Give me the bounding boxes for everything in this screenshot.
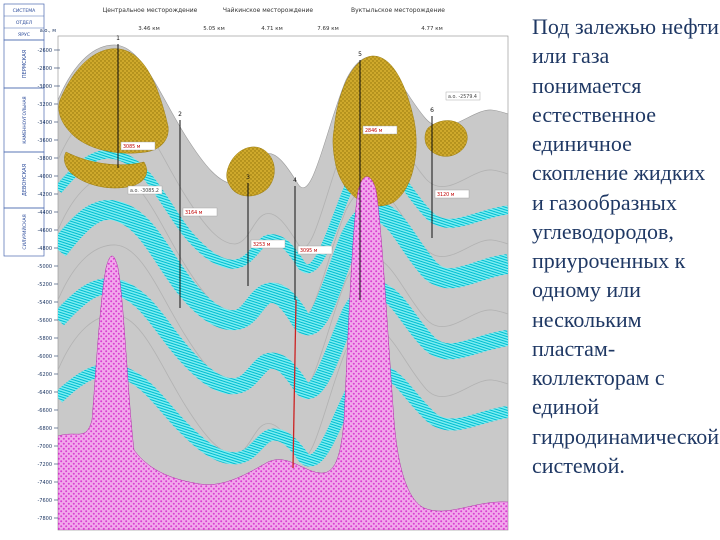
depth-scale: -2600 -2800 -3000 -3200 -3400 -3600 -3800 -4000…	[37, 48, 60, 522]
svg-text:4: 4	[293, 177, 297, 184]
svg-text:-7200: -7200	[37, 462, 52, 468]
svg-text:а.о. -2579.4: а.о. -2579.4	[448, 94, 477, 100]
svg-text:-4800: -4800	[37, 246, 52, 252]
svg-text:5: 5	[358, 51, 362, 58]
svg-text:3095 м: 3095 м	[300, 248, 318, 254]
strat-unit-label: ПЕРМСКАЯ	[22, 50, 28, 78]
svg-text:-6200: -6200	[37, 372, 52, 378]
strat-unit-label: ДЕВОНСКАЯ	[22, 164, 28, 196]
svg-text:4.77 км: 4.77 км	[421, 26, 442, 32]
svg-text:3.46 км: 3.46 км	[138, 26, 159, 32]
svg-text:3253 м: 3253 м	[253, 242, 271, 248]
svg-text:-3400: -3400	[37, 120, 52, 126]
svg-text:-4200: -4200	[37, 192, 52, 198]
well-marker-labels: 3085 м 3164 м 3253 м 3095 м 2846 м 3120 м а.о.…	[120, 91, 481, 255]
svg-text:-5000: -5000	[37, 264, 52, 270]
svg-text:-7800: -7800	[37, 516, 52, 522]
svg-text:-5800: -5800	[37, 336, 52, 342]
elevation-unit-label: а.о., м	[40, 28, 56, 34]
svg-text:3085 м: 3085 м	[123, 144, 141, 150]
svg-text:Центральное месторождение: Центральное месторождение	[103, 7, 198, 14]
svg-text:-5600: -5600	[37, 318, 52, 324]
svg-text:Чайкинское месторождение: Чайкинское месторождение	[223, 7, 314, 14]
stratigraphic-column: СИСТЕМА ОТДЕЛ ЯРУС ПЕРМСКАЯ КАМЕННОУГОЛЬ…	[3, 3, 45, 257]
svg-text:-4600: -4600	[37, 228, 52, 234]
svg-text:-7000: -7000	[37, 444, 52, 450]
svg-text:-6000: -6000	[37, 354, 52, 360]
svg-text:-3000: -3000	[37, 84, 52, 90]
svg-text:3120 м: 3120 м	[437, 192, 455, 198]
svg-text:5.05 км: 5.05 км	[203, 26, 224, 32]
magenta-salt-layer	[58, 176, 508, 530]
svg-text:-3200: -3200	[37, 102, 52, 108]
svg-text:3: 3	[246, 174, 250, 181]
field-and-distance-labels: Центральное месторождение Чайкинское мест…	[103, 7, 446, 32]
svg-text:-2800: -2800	[37, 66, 52, 72]
svg-text:-2600: -2600	[37, 48, 52, 54]
cyan-aquifer-bands	[58, 149, 508, 467]
svg-text:-7400: -7400	[37, 480, 52, 486]
geological-cross-section: СИСТЕМА ОТДЕЛ ЯРУС ПЕРМСКАЯ КАМЕННОУГОЛЬ…	[3, 3, 509, 531]
strat-unit-label: КАМЕННОУГОЛЬНАЯ	[22, 96, 28, 143]
svg-text:-5200: -5200	[37, 282, 52, 288]
svg-text:6: 6	[430, 107, 434, 114]
svg-text:2846 м: 2846 м	[365, 128, 383, 134]
definition-text: Под залежью нефти или газа понимается ес…	[532, 14, 720, 478]
strat-header-row: СИСТЕМА	[13, 8, 37, 14]
text-panel: Под залежью нефти или газа понимается ес…	[522, 0, 720, 540]
strat-unit-label: СИЛУРИЙСКАЯ	[21, 214, 28, 249]
svg-text:-6800: -6800	[37, 426, 52, 432]
svg-text:-7600: -7600	[37, 498, 52, 504]
strat-header-row: ОТДЕЛ	[16, 20, 32, 26]
svg-text:-5400: -5400	[37, 300, 52, 306]
svg-text:3164 м: 3164 м	[185, 210, 203, 216]
svg-text:а.о. -3085.2: а.о. -3085.2	[130, 188, 159, 194]
svg-text:-4400: -4400	[37, 210, 52, 216]
svg-text:-6400: -6400	[37, 390, 52, 396]
well-trajectories: 1 2 3 4 5 6	[116, 35, 434, 308]
svg-text:-6600: -6600	[37, 408, 52, 414]
svg-text:Вуктыльское месторождение: Вуктыльское месторождение	[351, 7, 445, 14]
gold-gas-lenses	[58, 48, 468, 207]
geology-layers	[58, 44, 508, 530]
fault-line	[292, 299, 297, 469]
svg-text:7.69 км: 7.69 км	[317, 26, 338, 32]
cross-section-figure: СИСТЕМА ОТДЕЛ ЯРУС ПЕРМСКАЯ КАМЕННОУГОЛЬ…	[3, 3, 509, 531]
strat-header-row: ЯРУС	[18, 32, 30, 38]
svg-text:-4000: -4000	[37, 174, 52, 180]
svg-text:-3800: -3800	[37, 156, 52, 162]
svg-text:2: 2	[178, 111, 182, 118]
svg-text:1: 1	[116, 35, 120, 42]
svg-text:4.71 км: 4.71 км	[261, 26, 282, 32]
svg-text:-3600: -3600	[37, 138, 52, 144]
